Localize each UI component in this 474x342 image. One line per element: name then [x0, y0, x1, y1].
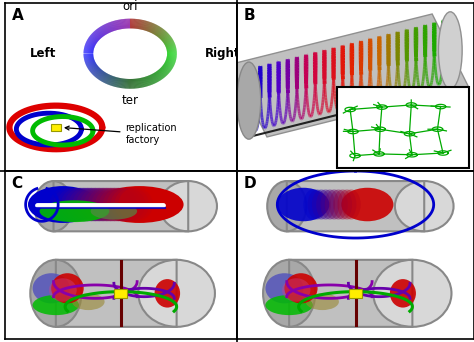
Ellipse shape — [53, 188, 88, 221]
Ellipse shape — [155, 279, 180, 307]
FancyBboxPatch shape — [56, 260, 177, 327]
Ellipse shape — [88, 188, 122, 221]
Ellipse shape — [114, 188, 149, 221]
Ellipse shape — [320, 189, 339, 220]
Ellipse shape — [110, 188, 146, 221]
Ellipse shape — [373, 260, 452, 327]
Ellipse shape — [33, 295, 79, 315]
Ellipse shape — [306, 293, 339, 310]
Ellipse shape — [159, 181, 217, 231]
Ellipse shape — [303, 189, 322, 220]
Ellipse shape — [34, 181, 73, 231]
Bar — [51, 124, 61, 131]
Text: A: A — [12, 9, 23, 24]
Ellipse shape — [51, 273, 84, 303]
Ellipse shape — [91, 188, 126, 221]
Ellipse shape — [308, 189, 327, 220]
Ellipse shape — [30, 260, 82, 327]
Ellipse shape — [312, 189, 331, 220]
Ellipse shape — [76, 188, 111, 221]
Ellipse shape — [72, 188, 107, 221]
Ellipse shape — [39, 200, 109, 222]
Ellipse shape — [68, 188, 103, 221]
Ellipse shape — [99, 188, 134, 221]
Ellipse shape — [282, 278, 310, 302]
Ellipse shape — [333, 189, 352, 220]
FancyBboxPatch shape — [289, 260, 412, 327]
FancyBboxPatch shape — [287, 181, 424, 231]
Ellipse shape — [49, 188, 84, 221]
Ellipse shape — [91, 203, 137, 220]
Ellipse shape — [107, 188, 142, 221]
Text: B: B — [244, 9, 256, 24]
Ellipse shape — [337, 189, 356, 220]
Ellipse shape — [64, 188, 100, 221]
Text: D: D — [244, 176, 257, 191]
Ellipse shape — [61, 188, 96, 221]
Ellipse shape — [341, 188, 393, 221]
Ellipse shape — [316, 189, 335, 220]
Ellipse shape — [267, 181, 306, 231]
Ellipse shape — [284, 273, 318, 303]
Ellipse shape — [118, 188, 153, 221]
Text: replication
factory: replication factory — [65, 123, 177, 145]
Polygon shape — [231, 14, 468, 137]
Ellipse shape — [95, 186, 183, 223]
Ellipse shape — [33, 273, 70, 303]
FancyBboxPatch shape — [54, 181, 188, 231]
Ellipse shape — [329, 189, 348, 220]
Text: Left: Left — [29, 47, 56, 60]
Text: Right: Right — [204, 47, 240, 60]
Ellipse shape — [263, 260, 315, 327]
Ellipse shape — [80, 188, 115, 221]
Ellipse shape — [84, 188, 118, 221]
Text: ori: ori — [122, 0, 138, 13]
Ellipse shape — [277, 188, 329, 221]
Text: C: C — [12, 176, 23, 191]
Ellipse shape — [237, 62, 261, 139]
Ellipse shape — [395, 181, 454, 231]
Ellipse shape — [342, 189, 361, 220]
Bar — [115, 289, 127, 298]
Bar — [337, 87, 469, 168]
Ellipse shape — [57, 188, 92, 221]
Ellipse shape — [49, 278, 77, 302]
Ellipse shape — [390, 279, 416, 307]
Ellipse shape — [46, 188, 80, 221]
Ellipse shape — [265, 273, 303, 303]
Ellipse shape — [103, 188, 138, 221]
Bar — [349, 289, 362, 298]
Ellipse shape — [72, 293, 105, 310]
Ellipse shape — [438, 12, 462, 89]
Ellipse shape — [265, 295, 313, 315]
Ellipse shape — [28, 186, 98, 223]
Ellipse shape — [138, 260, 215, 327]
Text: ter: ter — [122, 94, 139, 107]
Ellipse shape — [95, 188, 130, 221]
Ellipse shape — [325, 189, 344, 220]
